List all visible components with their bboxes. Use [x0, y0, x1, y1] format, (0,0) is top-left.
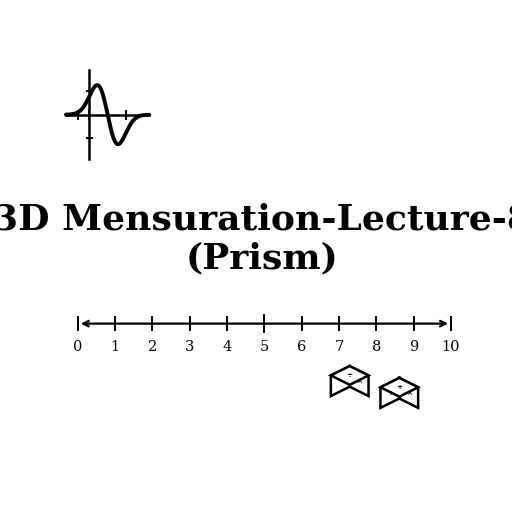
Polygon shape	[331, 366, 369, 385]
Text: 9: 9	[409, 340, 418, 354]
Text: 3D Mensuration-Lecture-8: 3D Mensuration-Lecture-8	[0, 202, 512, 236]
Text: 3: 3	[185, 340, 195, 354]
Text: −: −	[337, 378, 344, 384]
Text: ×: ×	[406, 390, 412, 396]
Text: 5: 5	[260, 340, 269, 354]
Text: ×: ×	[356, 378, 362, 384]
Text: 8: 8	[372, 340, 381, 354]
Polygon shape	[350, 366, 369, 396]
Text: 6: 6	[297, 340, 306, 354]
Polygon shape	[399, 378, 418, 408]
Polygon shape	[331, 366, 350, 396]
Text: 10: 10	[442, 340, 460, 354]
Polygon shape	[380, 378, 418, 397]
Text: ÷: ÷	[387, 390, 393, 396]
Text: ÷: ÷	[347, 372, 353, 378]
Text: 1: 1	[111, 340, 120, 354]
Text: +: +	[396, 385, 402, 390]
Text: 0: 0	[73, 340, 82, 354]
Text: 7: 7	[334, 340, 344, 354]
Polygon shape	[380, 378, 399, 408]
Text: 2: 2	[148, 340, 157, 354]
Text: 4: 4	[222, 340, 232, 354]
Text: (Prism): (Prism)	[186, 242, 339, 275]
